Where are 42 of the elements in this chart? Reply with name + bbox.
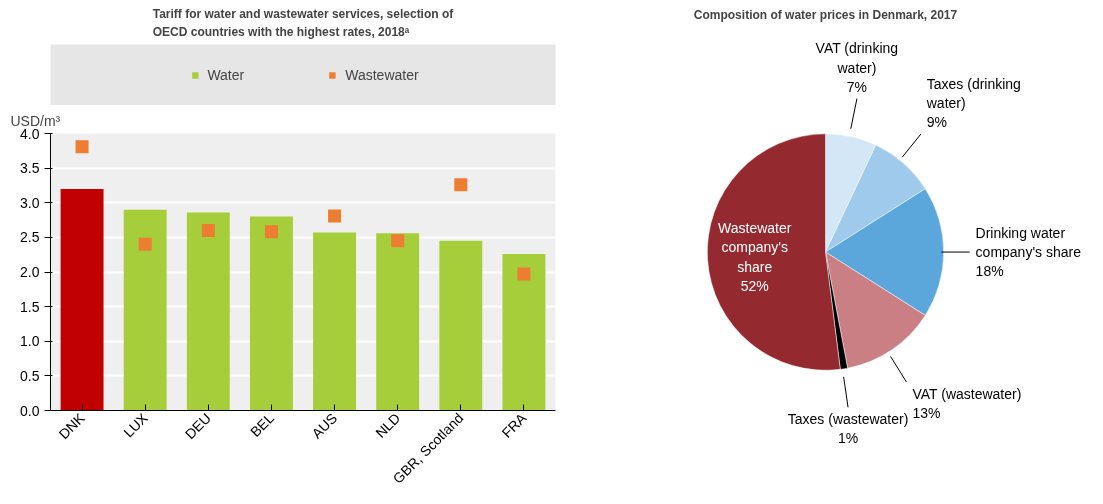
data-label: 7% xyxy=(846,78,868,95)
point xyxy=(75,140,89,154)
bar xyxy=(123,209,167,411)
y-tick-label: 0.0 xyxy=(20,402,40,419)
slice-label: Taxes (wastewater) xyxy=(787,411,909,428)
y-tick-label: 0.5 xyxy=(20,367,40,384)
slice-label: VAT (wastewater) xyxy=(912,385,1022,402)
bar xyxy=(439,240,483,411)
point xyxy=(264,225,278,239)
bar xyxy=(186,212,230,411)
point xyxy=(454,178,468,192)
point xyxy=(201,223,215,237)
chart-title: Tariff for water and wastewater services, selection of OECD countries with the highest rates, 2018ᵃ xyxy=(152,7,455,40)
y-tick-label: 1.0 xyxy=(20,333,40,350)
slice-label: Drinking water company's share xyxy=(975,224,1082,261)
bar xyxy=(502,253,546,411)
bar xyxy=(249,216,293,411)
chart-title: Composition of water prices in Denmark, 2017 xyxy=(693,7,958,22)
y-tick-label: 1.5 xyxy=(20,298,40,315)
slice-label: Taxes (drinking water) xyxy=(925,75,1021,112)
point xyxy=(138,237,152,251)
y-tick-label: 2.0 xyxy=(20,264,40,280)
data-label: 13% xyxy=(912,405,941,422)
bar xyxy=(60,188,104,411)
data-label: 52% xyxy=(740,277,769,294)
point xyxy=(391,234,405,248)
point xyxy=(328,209,342,223)
legend-label: Wastewater xyxy=(345,66,419,83)
slice-label: VAT (drinking water) xyxy=(815,40,899,76)
x-tick-label: BEL xyxy=(247,409,278,440)
y-tick-label: 3.5 xyxy=(20,160,40,177)
y-tick-label: 3.0 xyxy=(20,194,40,211)
bar xyxy=(376,233,420,411)
y-tick-label: 2.5 xyxy=(20,229,40,246)
point xyxy=(517,267,531,281)
x-tick-label: FRA xyxy=(498,409,531,441)
data-label: 9% xyxy=(926,114,947,131)
bar xyxy=(313,232,357,411)
data-label: 1% xyxy=(837,430,859,447)
data-label: 18% xyxy=(975,263,1004,280)
legend-label: Water xyxy=(207,66,245,83)
slice-label: Wastewater company's share xyxy=(718,220,792,275)
